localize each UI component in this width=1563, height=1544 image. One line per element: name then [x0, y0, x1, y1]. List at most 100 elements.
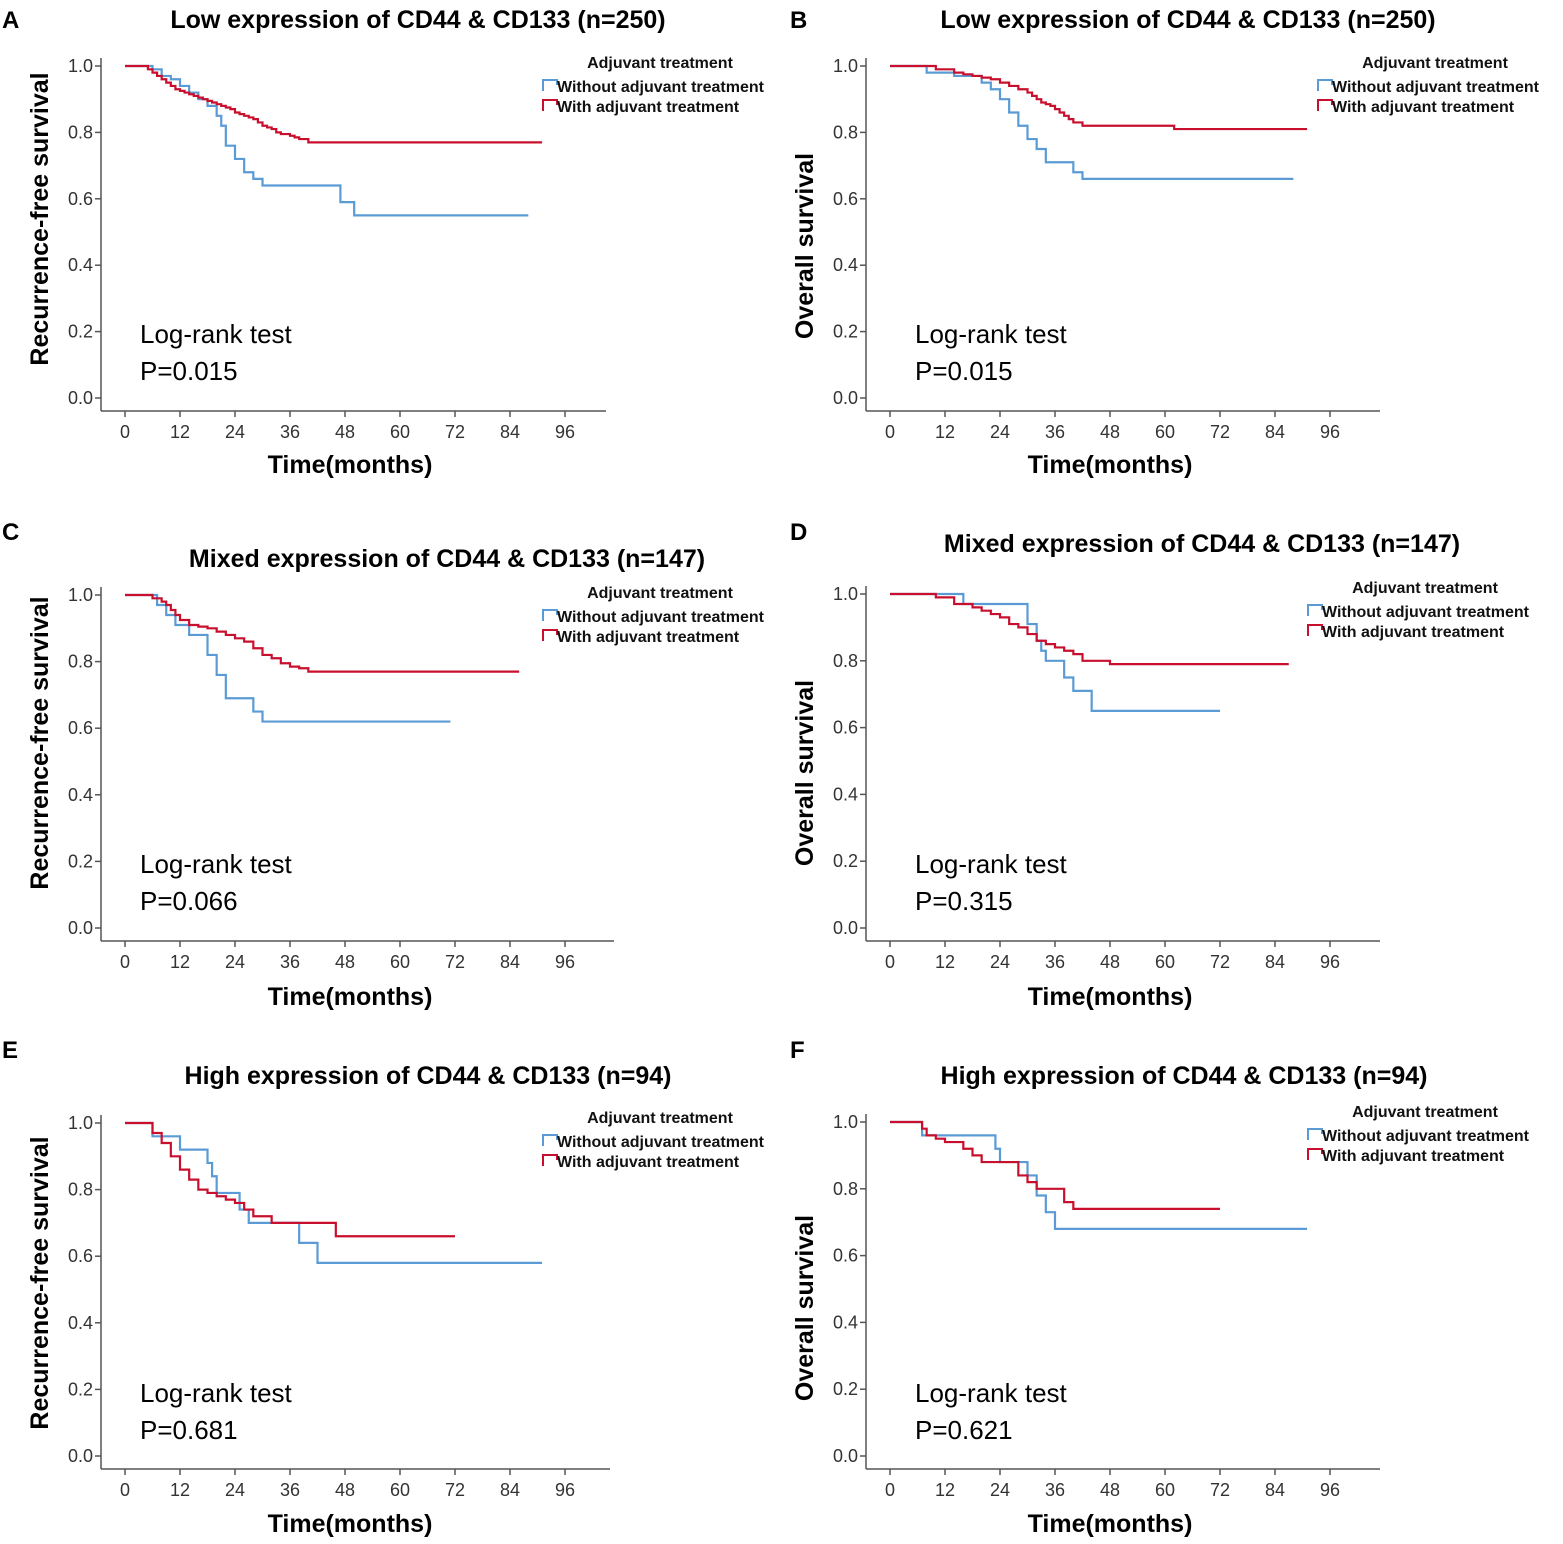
y-tick-label: 0.0: [833, 918, 858, 938]
x-tick-label: 84: [1265, 422, 1285, 442]
y-tick-label: 0.6: [68, 718, 93, 738]
x-tick-label: 60: [390, 952, 410, 972]
p-value-label: P=0.681: [140, 1415, 238, 1445]
x-tick-label: 84: [500, 422, 520, 442]
logrank-label: Log-rank test: [915, 849, 1068, 879]
chart-panel-d: D Mixed expression of CD44 & CD133 (n=147…: [790, 519, 1530, 1011]
logrank-label: Log-rank test: [140, 319, 293, 349]
x-tick-label: 24: [990, 422, 1010, 442]
x-tick-label: 24: [990, 1480, 1010, 1500]
chart-title: Mixed expression of CD44 & CD133 (n=147): [189, 545, 705, 573]
km-curve-with: [125, 64, 543, 144]
chart-title: Low expression of CD44 & CD133 (n=250): [940, 6, 1435, 34]
x-tick-label: 24: [225, 1480, 245, 1500]
y-tick-label: 0.0: [833, 388, 858, 408]
legend-swatch-without: [542, 609, 558, 621]
x-tick-label: 36: [280, 1480, 300, 1500]
x-axis-label: Time(months): [268, 451, 433, 479]
x-tick-label: 84: [1265, 1480, 1285, 1500]
x-tick-label: 72: [445, 422, 465, 442]
y-tick-label: 0.4: [68, 785, 93, 805]
y-tick-label: 0.2: [833, 851, 858, 871]
y-tick-label: 0.4: [833, 255, 858, 275]
x-tick-label: 36: [280, 422, 300, 442]
logrank-label: Log-rank test: [915, 319, 1068, 349]
x-tick-label: 12: [935, 422, 955, 442]
x-tick-label: 0: [120, 422, 130, 442]
y-tick-label: 0.2: [833, 1379, 858, 1399]
legend-label: Without adjuvant treatment: [1322, 1128, 1530, 1145]
chart-title: Low expression of CD44 & CD133 (n=250): [170, 6, 665, 34]
x-tick-label: 72: [1210, 1480, 1230, 1500]
x-tick-label: 84: [500, 952, 520, 972]
legend-label: With adjuvant treatment: [557, 99, 740, 116]
legend-title: Adjuvant treatment: [587, 585, 733, 602]
y-tick-label: 0.6: [833, 718, 858, 738]
y-tick-label: 0.2: [833, 322, 858, 342]
legend-label: Without adjuvant treatment: [557, 609, 765, 626]
legend-swatch-with: [1307, 1148, 1323, 1160]
x-tick-label: 36: [1045, 952, 1065, 972]
x-tick-label: 0: [120, 952, 130, 972]
y-tick-label: 0.2: [68, 1379, 93, 1399]
legend-swatch-without: [1317, 79, 1333, 91]
p-value-label: P=0.015: [915, 356, 1013, 386]
legend-swatch-with: [542, 1154, 558, 1166]
y-axis-label: Overall survival: [791, 680, 819, 866]
legend-label: Without adjuvant treatment: [1322, 604, 1530, 621]
legend-swatch-with: [542, 99, 558, 111]
p-value-label: P=0.621: [915, 1415, 1013, 1445]
legend-title: Adjuvant treatment: [1362, 55, 1508, 72]
logrank-label: Log-rank test: [140, 849, 293, 879]
y-tick-label: 1.0: [68, 1113, 93, 1133]
y-tick-label: 0.8: [833, 122, 858, 142]
chart-panel-e: E High expression of CD44 & CD133 (n=94) 0…: [2, 1037, 765, 1538]
chart-title: High expression of CD44 & CD133 (n=94): [185, 1062, 672, 1090]
y-tick-label: 0.8: [68, 652, 93, 672]
y-tick-label: 0.4: [68, 1313, 93, 1333]
legend-title: Adjuvant treatment: [587, 55, 733, 72]
x-tick-label: 72: [1210, 952, 1230, 972]
y-tick-label: 1.0: [833, 1112, 858, 1132]
km-curve-without: [125, 64, 529, 217]
km-curve-with: [890, 1120, 1220, 1210]
panel-letter: B: [790, 7, 807, 34]
legend-swatch-with: [1317, 99, 1333, 111]
y-tick-label: 0.0: [68, 918, 93, 938]
legend-swatch-without: [542, 1134, 558, 1146]
y-tick-label: 0.6: [68, 1246, 93, 1266]
legend-label: Without adjuvant treatment: [1332, 79, 1540, 96]
legend-swatch-without: [542, 79, 558, 91]
y-tick-label: 0.4: [68, 255, 93, 275]
x-tick-label: 48: [335, 1480, 355, 1500]
x-tick-label: 48: [335, 422, 355, 442]
y-axis-label: Recurrence-free survival: [26, 596, 54, 889]
legend-swatch-with: [542, 629, 558, 641]
x-tick-label: 72: [1210, 422, 1230, 442]
y-tick-label: 1.0: [68, 585, 93, 605]
km-curve-without: [890, 1120, 1308, 1230]
y-tick-label: 0.8: [68, 122, 93, 142]
x-axis-label: Time(months): [1028, 1510, 1193, 1538]
y-tick-label: 0.6: [833, 1246, 858, 1266]
legend-label: With adjuvant treatment: [557, 1154, 740, 1171]
y-tick-label: 1.0: [833, 584, 858, 604]
logrank-label: Log-rank test: [140, 1378, 293, 1408]
legend-title: Adjuvant treatment: [1352, 1104, 1498, 1121]
y-axis-label: Overall survival: [791, 1215, 819, 1401]
chart-title: High expression of CD44 & CD133 (n=94): [941, 1062, 1428, 1090]
y-tick-label: 0.2: [68, 851, 93, 871]
y-tick-label: 0.8: [833, 651, 858, 671]
panel-letter: F: [790, 1037, 805, 1064]
x-tick-label: 48: [1100, 422, 1120, 442]
legend-label: With adjuvant treatment: [1322, 624, 1505, 641]
x-tick-label: 0: [885, 1480, 895, 1500]
x-tick-label: 96: [555, 1480, 575, 1500]
x-axis-label: Time(months): [268, 983, 433, 1011]
x-tick-label: 60: [1155, 952, 1175, 972]
panel-letter: C: [2, 519, 19, 546]
x-tick-label: 12: [170, 422, 190, 442]
legend-title: Adjuvant treatment: [587, 1110, 733, 1127]
x-tick-label: 84: [500, 1480, 520, 1500]
x-tick-label: 0: [885, 952, 895, 972]
